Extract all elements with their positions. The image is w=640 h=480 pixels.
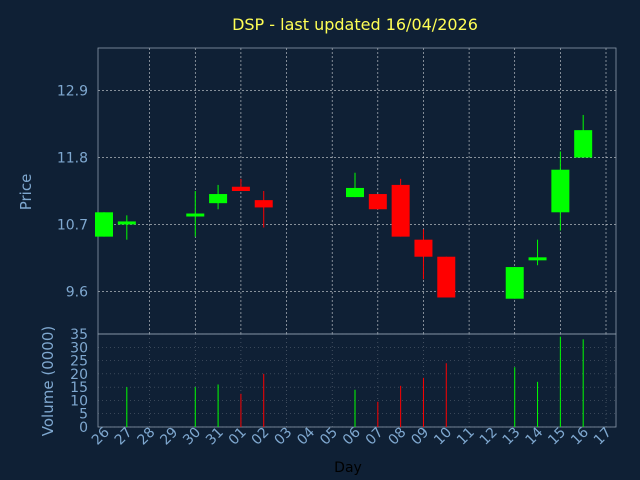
chart-title: DSP - last updated 16/04/2026 <box>232 15 478 34</box>
day-tick-label: 16 <box>568 424 592 448</box>
day-tick-label: 31 <box>203 425 227 449</box>
candle-body <box>95 212 113 237</box>
volume-axis-label: Volume (0000) <box>39 326 57 436</box>
candle-body <box>346 187 364 198</box>
volume-tick-label: 5 <box>79 407 88 423</box>
price-tick-label: 9.6 <box>66 284 88 300</box>
candle-body <box>574 130 593 158</box>
day-axis-label: Day <box>334 460 362 476</box>
day-tick-label: 27 <box>112 425 136 449</box>
day-tick-label: 17 <box>591 425 615 449</box>
volume-tick-label: 15 <box>70 380 88 396</box>
day-tick-label: 15 <box>545 425 569 449</box>
day-tick-label: 26 <box>89 424 113 448</box>
candle-body <box>209 194 228 204</box>
volume-tick-label: 35 <box>70 327 88 343</box>
price-tick-label: 10.7 <box>57 217 88 233</box>
price-tick-label: 12.9 <box>57 84 88 100</box>
day-tick-label: 05 <box>317 425 341 449</box>
volume-tick-label: 30 <box>70 340 88 356</box>
candle-body <box>254 200 273 208</box>
candle-body <box>551 169 570 213</box>
x-tick-labels: 2627282930310102030405060708091011121314… <box>89 424 615 448</box>
day-tick-label: 04 <box>294 424 318 448</box>
day-tick-label: 13 <box>500 425 524 449</box>
day-tick-label: 03 <box>271 425 295 449</box>
volume-panel-frame <box>97 333 617 428</box>
day-tick-label: 01 <box>226 425 250 449</box>
price-axis-label: Price <box>17 174 35 211</box>
day-tick-label: 29 <box>157 425 181 449</box>
day-tick-label: 08 <box>386 425 410 449</box>
day-tick-label: 12 <box>477 425 501 449</box>
day-tick-label: 28 <box>135 425 159 449</box>
candle-body <box>505 267 524 299</box>
candle-body <box>368 194 387 210</box>
price-tick-label: 11.8 <box>57 151 88 167</box>
candlestick-series <box>95 114 593 299</box>
day-tick-label: 11 <box>454 425 478 449</box>
volume-tick-label: 10 <box>70 393 88 409</box>
candle-body <box>231 186 250 191</box>
candle-body <box>391 184 410 237</box>
day-tick-label: 09 <box>408 425 432 449</box>
day-tick-label: 02 <box>249 425 273 449</box>
day-tick-label: 06 <box>340 424 364 448</box>
volume-tick-label: 25 <box>70 354 88 370</box>
candle-body <box>437 256 456 298</box>
volume-tick-label: 20 <box>70 367 88 383</box>
candle-body <box>117 221 136 225</box>
grid-layer <box>98 48 616 428</box>
volume-tick-label: 0 <box>79 420 88 436</box>
frame-layer <box>97 47 617 428</box>
candle-body <box>528 257 547 261</box>
day-tick-label: 30 <box>180 425 204 449</box>
day-tick-label: 14 <box>522 424 546 448</box>
day-tick-label: 10 <box>431 425 455 449</box>
day-tick-label: 07 <box>363 425 387 449</box>
volume-series <box>126 336 584 427</box>
candle-body <box>414 239 433 257</box>
candle-body <box>186 213 205 217</box>
